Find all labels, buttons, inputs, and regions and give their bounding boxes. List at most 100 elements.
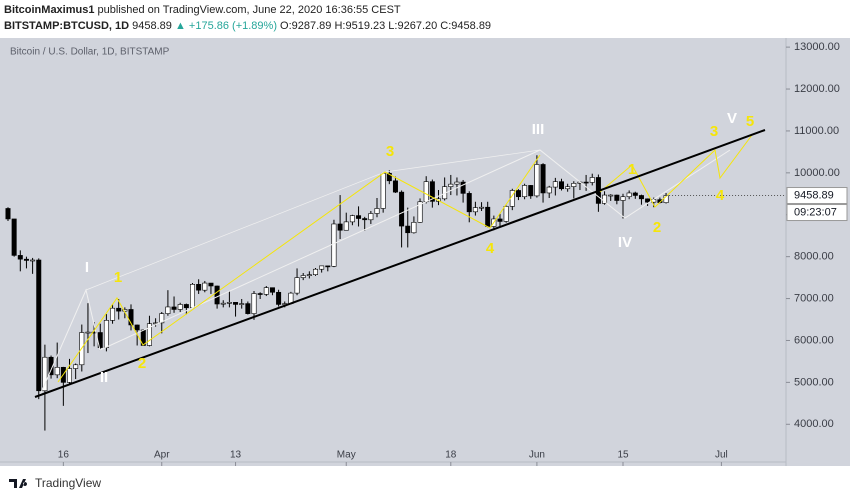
candle-body — [208, 282, 214, 287]
candle-body — [183, 304, 189, 309]
wave-label: 2 — [138, 355, 146, 372]
candle-body — [632, 192, 638, 196]
candle-body — [626, 192, 632, 198]
candle-body — [146, 323, 152, 346]
candle-body — [620, 196, 626, 201]
candle-body — [454, 181, 460, 185]
candle-body — [110, 307, 116, 321]
header: BitcoinMaximus1 published on TradingView… — [4, 2, 491, 34]
candle-body — [608, 194, 614, 197]
candle-body — [386, 172, 392, 182]
author: BitcoinMaximus1 — [4, 4, 95, 16]
wave-label: 3 — [386, 143, 394, 160]
marks — [5, 155, 669, 431]
candle-body — [472, 207, 478, 213]
candle-body — [251, 293, 257, 314]
candle-body — [257, 293, 263, 295]
candle-body — [429, 181, 435, 202]
candle-body — [460, 181, 466, 194]
candle-body — [48, 356, 54, 376]
last-price-label: 9458.89 — [794, 189, 834, 201]
wave-label: 4 — [486, 240, 495, 257]
chart-title: Bitcoin / U.S. Dollar, 1D, BITSTAMP — [10, 47, 170, 58]
candle-body — [325, 265, 331, 268]
candle-body — [263, 287, 269, 295]
logo — [9, 479, 28, 488]
chart: Bitcoin / U.S. Dollar, 1D, BITSTAMP 4000… — [0, 38, 850, 466]
countdown-label: 09:23:07 — [794, 206, 837, 218]
chart-background — [0, 38, 850, 466]
candle-body — [638, 195, 644, 200]
candle-body — [399, 191, 405, 227]
candle-body — [349, 215, 355, 223]
wave-label: 5 — [746, 113, 754, 130]
y-tick-label: 10000.00 — [794, 167, 840, 179]
ohlc: O:9287.89 H:9519.23 L:9267.20 C:9458.89 — [280, 20, 492, 32]
candle-body — [190, 284, 196, 309]
change: ▲ +175.86 (+1.89%) — [174, 20, 277, 32]
candle-body — [116, 307, 122, 312]
yellow-wave — [599, 134, 753, 208]
x-tick-label: 15 — [617, 450, 629, 461]
wave-label: II — [100, 369, 108, 386]
y-tick-label: 6000.00 — [794, 334, 834, 346]
candle-body — [67, 368, 73, 383]
candle-body — [54, 366, 60, 376]
candle-body — [589, 177, 595, 183]
wave-label: 2 — [653, 219, 661, 236]
header-line-1: BitcoinMaximus1 published on TradingView… — [4, 2, 491, 18]
candle-body — [503, 206, 509, 222]
footer: TradingView — [8, 476, 101, 490]
symbol: BITSTAMP:BTCUSD, 1D — [4, 20, 130, 32]
x-tick-label: Jun — [529, 450, 545, 461]
candle-body — [417, 201, 423, 223]
candle-body — [214, 285, 220, 305]
candle-body — [269, 287, 275, 293]
candle-body — [552, 181, 558, 188]
wave-label: 1 — [114, 269, 122, 286]
candle-body — [128, 309, 134, 326]
candle-body — [202, 282, 208, 291]
candle-body — [362, 218, 368, 221]
candle-body — [515, 190, 521, 198]
candle-body — [466, 193, 472, 213]
candle-body — [331, 223, 337, 267]
y-tick-label: 8000.00 — [794, 251, 834, 263]
y-tick-label: 13000.00 — [794, 41, 840, 53]
candle-body — [196, 284, 202, 291]
candle-body — [233, 302, 239, 305]
candle-body — [485, 206, 491, 227]
y-tick-label: 7000.00 — [794, 292, 834, 304]
candle-body — [42, 356, 48, 392]
y-tick-label: 5000.00 — [794, 376, 834, 388]
candle-body — [392, 180, 398, 193]
candle-body — [300, 275, 306, 278]
wave-label: 1 — [628, 161, 636, 178]
yellow-wave — [57, 154, 541, 383]
candle-body — [103, 320, 109, 348]
candle-body — [583, 181, 589, 184]
drawings — [34, 129, 766, 398]
candle-body — [239, 303, 245, 305]
candle-body — [645, 198, 651, 203]
candle-body — [226, 302, 232, 304]
candle-body — [122, 309, 128, 312]
y-tick-label: 4000.00 — [794, 418, 834, 430]
candle-body — [319, 265, 325, 270]
candle-body — [448, 183, 454, 187]
x-tick-label: 18 — [445, 450, 457, 461]
candle-body — [165, 306, 171, 314]
countdown-box — [786, 204, 848, 222]
candle-body — [540, 164, 546, 194]
trend-line — [34, 129, 766, 398]
candle-body — [17, 255, 23, 260]
candle-body — [405, 225, 411, 234]
candle-body — [73, 364, 79, 369]
candle-body — [220, 302, 226, 305]
candle-body — [374, 208, 380, 214]
candle-body — [368, 213, 374, 221]
candle-body — [312, 268, 318, 275]
candle-body — [337, 223, 343, 231]
wave-label: 3 — [710, 123, 718, 140]
